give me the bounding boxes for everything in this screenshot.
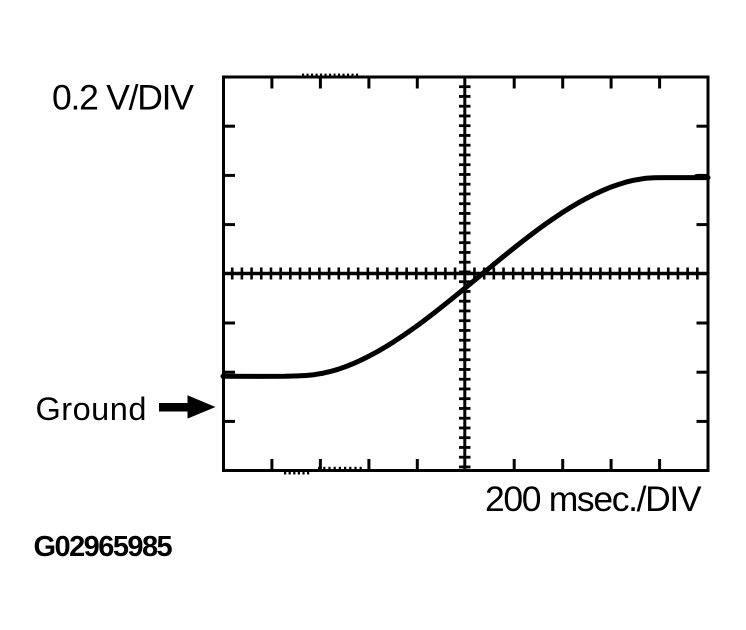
svg-text:0.2 V/DIV: 0.2 V/DIV xyxy=(52,78,194,118)
svg-text:200 msec./DIV: 200 msec./DIV xyxy=(485,479,702,519)
svg-text:Ground: Ground xyxy=(36,391,147,427)
svg-text:G02965985: G02965985 xyxy=(34,531,173,563)
